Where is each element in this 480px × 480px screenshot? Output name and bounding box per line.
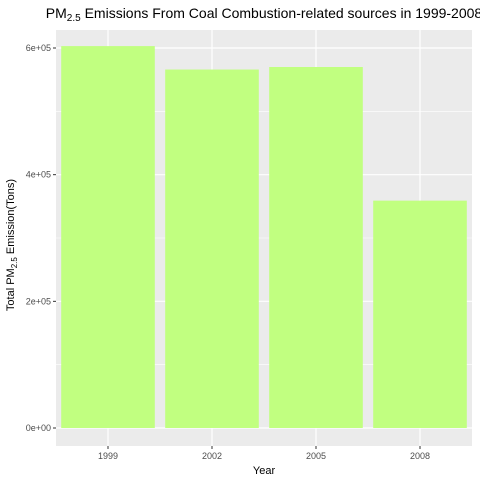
plot-panel: 0e+00 2e+05 4e+05 6e+05 1999 2002 2005 2008 bbox=[26, 30, 472, 461]
x-axis-title: Year bbox=[253, 465, 276, 477]
y-axis-title-rest: Emission(Tons) bbox=[5, 179, 17, 257]
y-axis-title: Total PM2.5 Emission(Tons) bbox=[5, 179, 19, 311]
chart-title-rest: Emissions From Coal Combustion-related s… bbox=[81, 5, 480, 21]
bar-1999 bbox=[61, 46, 155, 428]
bar-2002 bbox=[165, 69, 259, 429]
y-axis-title-subscript: 2.5 bbox=[10, 257, 19, 269]
x-tick-label: 2002 bbox=[202, 451, 222, 461]
chart-title-main: PM bbox=[46, 5, 67, 21]
x-tick-label: 2008 bbox=[410, 451, 430, 461]
chart-title-subscript: 2.5 bbox=[67, 13, 81, 24]
y-axis-title-main: Total PM bbox=[5, 268, 17, 311]
bar-2005 bbox=[269, 67, 363, 428]
y-tick-label: 6e+05 bbox=[26, 43, 51, 53]
x-tick-label: 2005 bbox=[306, 451, 326, 461]
y-tick-label: 0e+00 bbox=[26, 423, 51, 433]
chart-title: PM2.5 Emissions From Coal Combustion-rel… bbox=[46, 5, 480, 24]
bar-2008 bbox=[373, 200, 467, 428]
x-tick-label: 1999 bbox=[98, 451, 118, 461]
y-tick-label: 4e+05 bbox=[26, 170, 51, 180]
y-tick-label: 2e+05 bbox=[26, 296, 51, 306]
